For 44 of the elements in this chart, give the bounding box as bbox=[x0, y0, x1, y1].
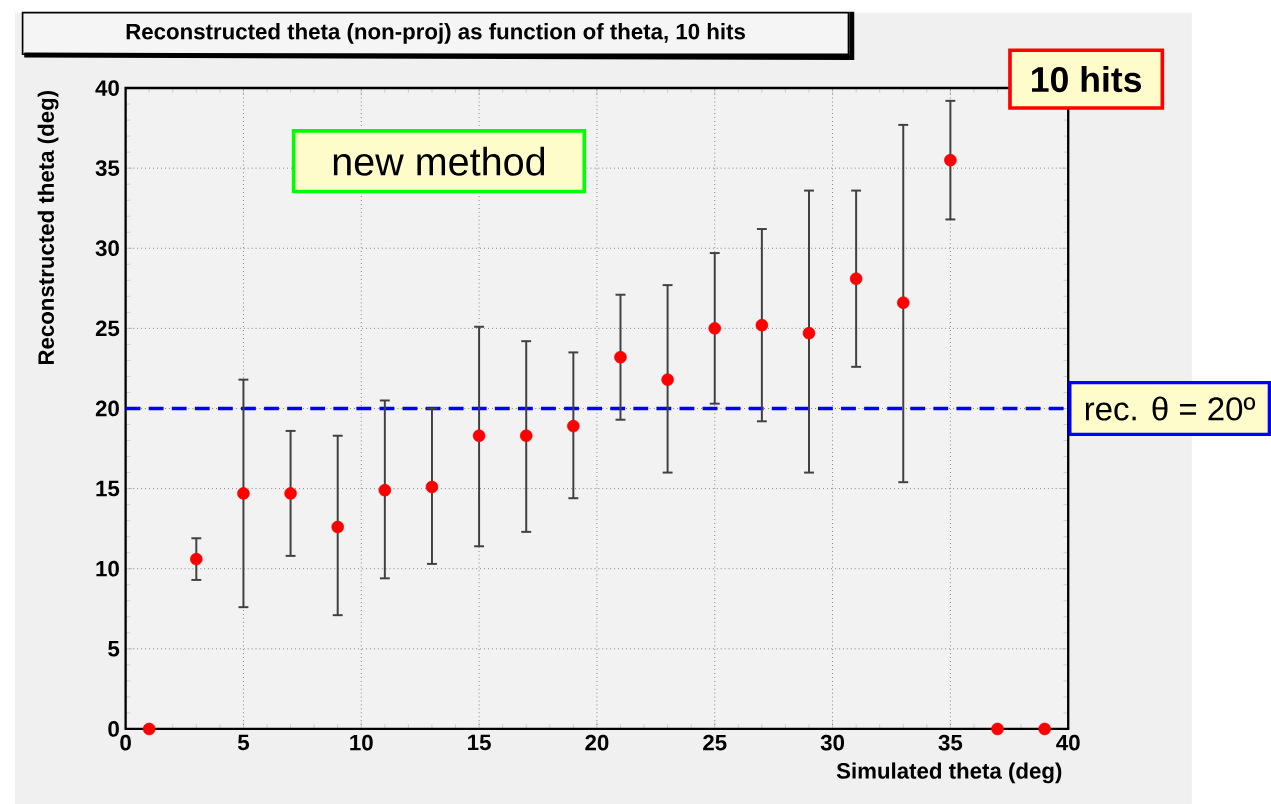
x-tick-label: 40 bbox=[1056, 734, 1080, 751]
x-tick-label: 10 bbox=[350, 734, 373, 751]
x-tick-label: 35 bbox=[938, 734, 963, 751]
point bbox=[519, 429, 533, 442]
point bbox=[991, 722, 1004, 736]
x-tick-label: 30 bbox=[820, 734, 845, 751]
ref-line-label: rec. θ = 20º bbox=[1085, 396, 1256, 421]
annotation: new method bbox=[333, 146, 545, 176]
point bbox=[802, 326, 816, 340]
x-tick-label: 0 bbox=[120, 734, 131, 751]
y-tick-label: 30 bbox=[95, 240, 119, 257]
x-tick-label: 25 bbox=[703, 734, 727, 751]
x-tick-label: 20 bbox=[585, 734, 609, 751]
point bbox=[142, 722, 156, 736]
x-tick-label: 5 bbox=[237, 734, 249, 751]
point bbox=[661, 373, 674, 386]
y-tick-label: 40 bbox=[95, 80, 119, 96]
x-tick-label: 15 bbox=[468, 734, 491, 751]
y-tick-label: 15 bbox=[96, 480, 120, 497]
point bbox=[755, 318, 769, 332]
y-tick-label: 25 bbox=[95, 320, 120, 337]
y-tick-label: 35 bbox=[95, 160, 120, 176]
point bbox=[284, 487, 297, 500]
point bbox=[425, 480, 439, 494]
point bbox=[472, 429, 486, 442]
chart-title: Reconstructed theta (non-proj) as function of theta, 10 hits bbox=[126, 23, 745, 44]
point bbox=[896, 296, 910, 309]
point bbox=[944, 153, 957, 167]
point bbox=[237, 487, 250, 500]
point bbox=[849, 272, 863, 285]
y-tick-label: 20 bbox=[95, 400, 119, 417]
point bbox=[378, 483, 392, 497]
point bbox=[614, 350, 627, 364]
y-tick-label: 5 bbox=[108, 641, 120, 657]
annotation: 10 hits bbox=[1032, 66, 1142, 93]
point bbox=[567, 419, 580, 433]
x-axis-title: Simulated theta (deg) bbox=[836, 762, 1062, 784]
point bbox=[190, 552, 203, 566]
point bbox=[331, 520, 344, 534]
y-tick-label: 0 bbox=[108, 721, 119, 737]
y-axis-title: Reconstructed theta (deg) bbox=[37, 90, 59, 365]
point bbox=[708, 322, 721, 335]
y-tick-label: 10 bbox=[96, 560, 119, 577]
point bbox=[1038, 722, 1051, 736]
